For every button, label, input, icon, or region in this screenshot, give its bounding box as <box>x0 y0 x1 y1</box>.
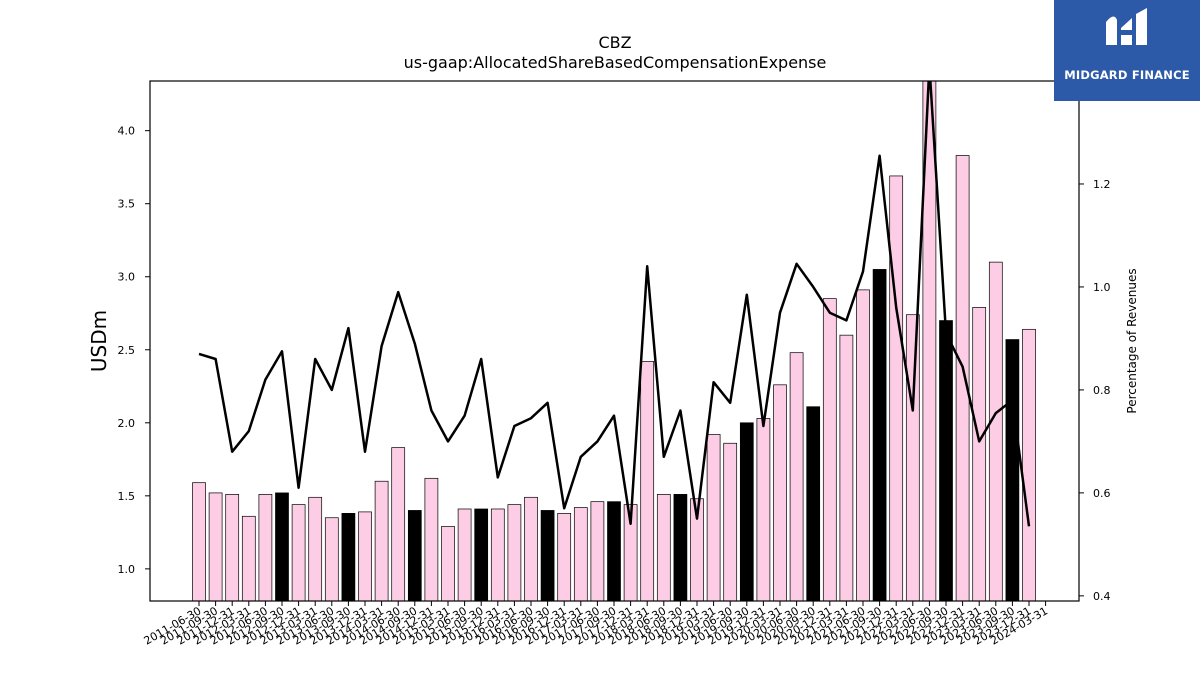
bar <box>656 494 671 602</box>
bar <box>972 307 987 602</box>
bar <box>872 269 887 602</box>
bar <box>889 175 904 602</box>
bar <box>839 334 854 602</box>
bar <box>806 406 821 602</box>
bar <box>507 504 522 602</box>
bar-layer <box>192 80 1036 602</box>
bar <box>258 494 273 602</box>
bar <box>524 496 538 602</box>
bar <box>756 418 771 602</box>
y-tick-label: 1.0 <box>118 563 136 576</box>
bar <box>856 289 870 602</box>
line-layer <box>198 81 1031 527</box>
y2-axis-label: Percentage of Revenues <box>1125 268 1139 413</box>
bar <box>822 298 837 602</box>
logo-text: MIDGARD FINANCE <box>1064 68 1190 82</box>
left-axis: 1.0 1.5 2.0 2.5 3.0 3.5 4.0 <box>118 125 150 576</box>
bar <box>241 515 256 602</box>
bar <box>640 361 655 602</box>
bar <box>341 513 356 602</box>
bar <box>1022 328 1036 602</box>
bar <box>391 447 406 602</box>
y-axis-label: USDm <box>87 310 111 372</box>
bar <box>457 508 472 602</box>
bar <box>739 422 754 602</box>
bar <box>590 501 605 602</box>
y2-tick-label: 0.8 <box>1093 384 1111 397</box>
y2-tick-label: 0.6 <box>1093 487 1111 500</box>
chart-subtitle: us-gaap:AllocatedShareBasedCompensationE… <box>404 53 827 72</box>
bar <box>955 155 970 602</box>
y-tick-label: 3.5 <box>118 198 136 211</box>
bar <box>905 314 920 602</box>
bar <box>208 492 223 602</box>
y2-tick-label: 0.4 <box>1093 590 1111 603</box>
right-axis: 0.4 0.6 0.8 1.0 1.2 <box>1079 178 1111 603</box>
bar <box>573 507 588 602</box>
bar <box>441 526 455 602</box>
bar <box>424 477 439 602</box>
bar <box>291 504 306 602</box>
bar <box>673 494 688 602</box>
bar <box>225 494 240 602</box>
bar <box>706 434 721 602</box>
brand-logo: MIDGARD FINANCE <box>1054 0 1200 101</box>
bar <box>939 320 953 602</box>
y2-tick-label: 1.2 <box>1093 178 1111 191</box>
bar <box>275 492 289 602</box>
bar <box>324 517 339 602</box>
y-tick-label: 4.0 <box>118 125 136 138</box>
bar <box>407 510 422 602</box>
bar <box>192 482 206 602</box>
bar <box>789 352 804 602</box>
bar <box>723 442 738 602</box>
bar <box>374 480 389 602</box>
bar <box>490 508 505 602</box>
chart-title: CBZ <box>598 33 631 52</box>
bar <box>308 496 323 602</box>
bar <box>607 501 621 602</box>
x-axis: 2011-06-302011-09-302011-12-312012-03-31… <box>142 601 1050 648</box>
bar <box>557 513 572 602</box>
bar <box>773 384 787 602</box>
bar <box>358 511 372 602</box>
bar <box>540 510 555 602</box>
series-line <box>198 81 1031 527</box>
bar <box>474 508 489 602</box>
bar <box>988 261 1003 602</box>
y-tick-label: 2.5 <box>118 344 136 357</box>
y-tick-label: 3.0 <box>118 271 136 284</box>
y-tick-label: 1.5 <box>118 490 136 503</box>
y-tick-label: 2.0 <box>118 417 136 430</box>
bar <box>1005 339 1020 602</box>
logo-mark-icon <box>1106 8 1147 45</box>
y2-tick-label: 1.0 <box>1093 281 1111 294</box>
